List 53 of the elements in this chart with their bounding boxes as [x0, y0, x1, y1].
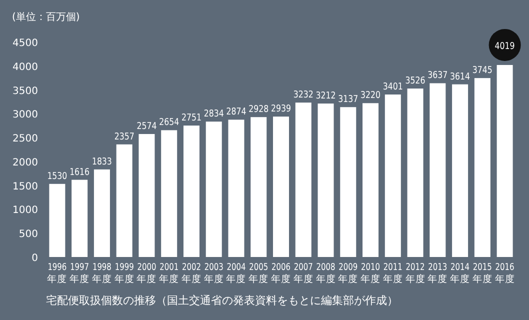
bar	[430, 83, 446, 257]
y-tick-label: 3000	[12, 110, 38, 121]
text: 宅配便取扱個数の推移（国土交通省の発表資料をもとに編集部が作成）	[46, 294, 398, 307]
data-label: 2874	[226, 106, 250, 118]
y-tick-label: 1500	[12, 181, 38, 192]
y-tick-label: 500	[18, 229, 38, 240]
data-label: 1530	[47, 170, 72, 182]
data-label: 2654	[159, 117, 184, 128]
bar	[206, 122, 222, 257]
y-tick-label: 4000	[12, 62, 38, 73]
data-label: 2939	[271, 104, 296, 115]
y-axis-title: (単位：百万個)	[12, 11, 80, 23]
data-label: 3745	[472, 65, 497, 76]
y-tick-label: 4500	[12, 38, 38, 49]
y-tick-label: 1000	[12, 205, 38, 216]
bar	[384, 94, 401, 257]
data-label: 3526	[405, 76, 430, 87]
data-label: 3401	[382, 82, 408, 93]
data-label: 3614	[450, 71, 474, 82]
bar	[295, 102, 312, 257]
bar	[138, 134, 155, 257]
data-label: 2357	[114, 131, 139, 142]
bar	[452, 84, 468, 257]
bar	[116, 144, 132, 257]
y-tick-label: 0	[32, 253, 38, 264]
data-label: 3637	[428, 70, 452, 82]
bar	[49, 184, 66, 257]
bar	[161, 130, 178, 257]
bar	[362, 103, 379, 257]
y-tick-label: 2000	[12, 157, 38, 168]
bar	[183, 126, 200, 257]
bar	[407, 88, 424, 257]
data-label: 3220	[360, 90, 385, 102]
data-label: 2574	[136, 121, 161, 132]
data-label: 4019	[494, 40, 519, 52]
bar	[340, 107, 356, 257]
x-tick-label: 2016 年度	[494, 262, 520, 285]
bar	[72, 180, 88, 257]
bar	[250, 117, 267, 257]
bar	[474, 78, 490, 257]
data-label: 3212	[316, 90, 340, 102]
bar	[228, 120, 244, 257]
y-tick-label: 3500	[12, 86, 38, 97]
data-label: 2751	[181, 112, 206, 124]
data-label: 1616	[70, 166, 94, 178]
data-label: 2928	[248, 104, 273, 116]
data-label: 1833	[92, 156, 116, 168]
bar	[94, 169, 110, 257]
bar	[273, 116, 289, 257]
bar	[318, 104, 334, 257]
y-tick-label: 2500	[12, 134, 38, 145]
bar	[496, 64, 513, 257]
data-label: 3137	[338, 94, 362, 106]
